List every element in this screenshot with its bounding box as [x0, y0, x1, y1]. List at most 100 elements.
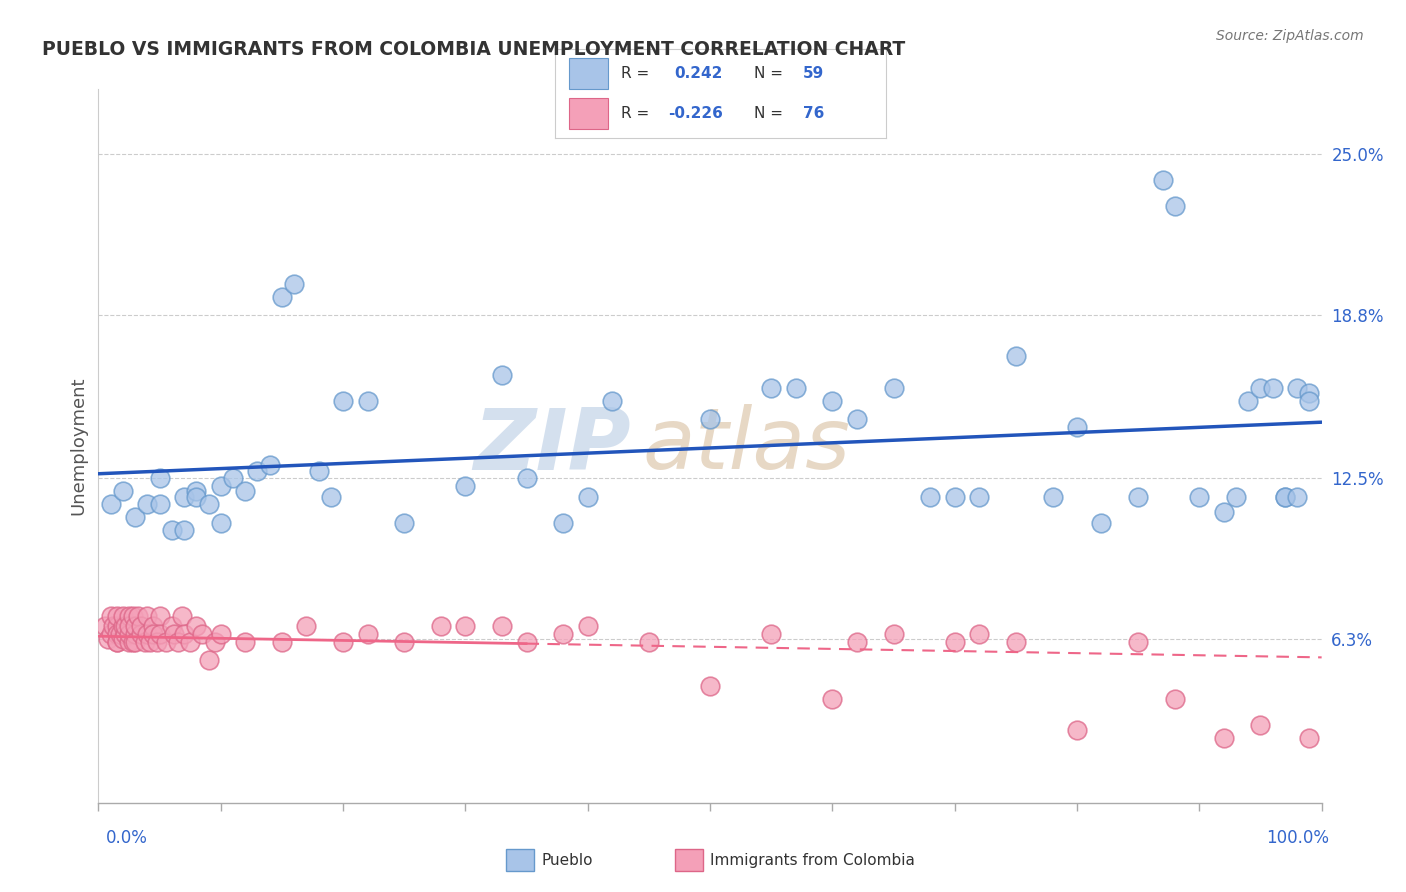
Point [1274, 490, 1296, 504]
Point [761, 627, 783, 641]
Point [105, 635, 128, 649]
Point [1128, 490, 1150, 504]
Text: R =: R = [621, 106, 655, 120]
Point [1042, 490, 1064, 504]
Point [121, 635, 143, 649]
Point [1152, 173, 1174, 187]
Point [186, 484, 208, 499]
Point [1004, 635, 1026, 649]
Point [105, 609, 128, 624]
Point [1128, 635, 1150, 649]
Bar [568, 98, 609, 129]
Point [270, 290, 294, 304]
Point [883, 627, 905, 641]
Point [163, 627, 186, 641]
Point [124, 619, 146, 633]
Point [967, 490, 990, 504]
Text: N =: N = [754, 66, 787, 80]
Point [173, 524, 195, 538]
Point [1298, 385, 1320, 400]
Point [600, 393, 623, 408]
Point [114, 619, 136, 633]
Point [1188, 490, 1211, 504]
Point [553, 516, 575, 530]
Point [149, 627, 172, 641]
Point [943, 490, 966, 504]
Point [129, 627, 152, 641]
Point [332, 393, 354, 408]
Point [179, 635, 201, 649]
Text: 76: 76 [803, 106, 824, 120]
Point [146, 635, 169, 649]
Point [821, 692, 844, 706]
Point [170, 609, 193, 624]
Point [110, 627, 132, 641]
Point [637, 635, 661, 649]
Point [392, 516, 416, 530]
Point [97, 632, 120, 647]
Point [111, 609, 134, 624]
Text: N =: N = [754, 106, 787, 120]
Text: -0.226: -0.226 [668, 106, 723, 120]
Point [515, 635, 537, 649]
Point [233, 635, 256, 649]
Point [160, 524, 183, 538]
Point [197, 653, 219, 667]
Point [1090, 516, 1112, 530]
Point [209, 516, 232, 530]
Point [883, 381, 905, 395]
Point [943, 635, 966, 649]
Point [105, 619, 128, 633]
Point [1286, 381, 1309, 395]
Point [167, 635, 190, 649]
Text: atlas: atlas [643, 404, 851, 488]
Point [332, 635, 354, 649]
Point [761, 381, 783, 395]
Point [845, 635, 868, 649]
Point [1298, 731, 1320, 745]
Point [204, 635, 226, 649]
Text: Immigrants from Colombia: Immigrants from Colombia [710, 854, 915, 868]
Point [454, 479, 477, 493]
Point [124, 635, 146, 649]
Point [93, 619, 115, 633]
Point [124, 510, 146, 524]
Point [105, 635, 128, 649]
Point [1237, 393, 1260, 408]
Point [308, 464, 330, 478]
Text: 0.0%: 0.0% [105, 829, 148, 847]
Point [129, 619, 152, 633]
Point [100, 609, 122, 624]
Point [233, 484, 256, 499]
Point [121, 609, 143, 624]
Text: R =: R = [621, 66, 655, 80]
Point [149, 497, 172, 511]
Point [1286, 490, 1309, 504]
Point [576, 490, 599, 504]
Point [283, 277, 305, 291]
Text: PUEBLO VS IMMIGRANTS FROM COLOMBIA UNEMPLOYMENT CORRELATION CHART: PUEBLO VS IMMIGRANTS FROM COLOMBIA UNEMP… [42, 40, 905, 59]
Point [197, 497, 219, 511]
Point [100, 497, 122, 511]
Point [845, 411, 868, 425]
Text: ZIP: ZIP [472, 404, 630, 488]
Point [160, 619, 183, 633]
Point [118, 627, 141, 641]
Text: 100.0%: 100.0% [1265, 829, 1329, 847]
Point [209, 479, 232, 493]
Point [392, 635, 416, 649]
Point [111, 484, 134, 499]
Point [118, 619, 141, 633]
Point [114, 627, 136, 641]
Point [1066, 723, 1088, 738]
Point [173, 490, 195, 504]
Point [1212, 731, 1234, 745]
Point [136, 497, 159, 511]
Point [222, 471, 245, 485]
Text: Pueblo: Pueblo [541, 854, 593, 868]
Point [134, 635, 156, 649]
Point [553, 627, 575, 641]
Point [1164, 692, 1187, 706]
Point [1298, 393, 1320, 408]
Point [270, 635, 294, 649]
